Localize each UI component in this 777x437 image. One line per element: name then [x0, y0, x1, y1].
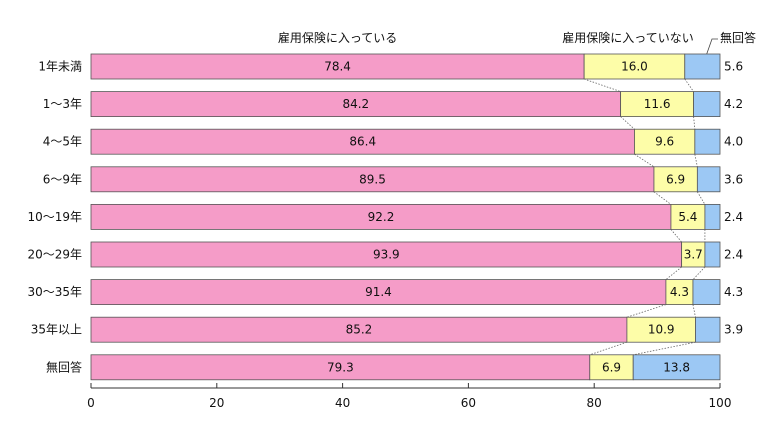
data-label: 5.6	[724, 60, 743, 74]
x-tick-label: 40	[335, 396, 350, 410]
bar-segment	[704, 203, 721, 230]
connector-line	[694, 154, 698, 167]
connector-line	[584, 78, 621, 92]
data-label: 78.4	[324, 60, 351, 74]
x-axis: 0 20 40 60 80 100	[87, 383, 731, 410]
bar-segment	[634, 128, 696, 155]
data-label: 91.4	[365, 285, 392, 299]
legend: 雇用保険に入っている 雇用保険に入っていない 無回答	[278, 30, 756, 57]
bar-segment	[684, 53, 721, 80]
bar-segment	[670, 203, 706, 230]
bar-segment	[90, 316, 628, 343]
connector-line	[697, 191, 706, 205]
bar-segment	[626, 316, 696, 343]
data-label: 3.6	[724, 172, 743, 186]
data-label: 86.4	[349, 135, 376, 149]
connector-line	[633, 341, 696, 356]
data-label: 4.2	[724, 97, 743, 111]
connector-line	[653, 191, 672, 205]
legend-label: 雇用保険に入っていない	[562, 30, 693, 45]
connector-line	[634, 153, 655, 168]
category-label: 1〜3年	[43, 97, 82, 111]
connector-line	[589, 341, 628, 356]
bar-segment	[583, 53, 686, 80]
x-tick-label: 100	[709, 396, 732, 410]
plot-area: 1年未満 78.4 16.0 5.6 1〜3年 84.2 11.6 4.2 4〜5年 86.4 9.…	[27, 53, 743, 381]
data-label: 6.9	[666, 172, 685, 186]
x-tick-label: 60	[461, 396, 476, 410]
data-label: 4.0	[724, 135, 743, 149]
data-label: 79.3	[327, 360, 354, 374]
category-label: 6〜9年	[43, 172, 82, 186]
category-label: 4〜5年	[43, 135, 82, 149]
bar-segment	[695, 316, 721, 343]
bar-segment	[90, 279, 667, 306]
data-label: 3.7	[684, 248, 703, 262]
legend-label: 雇用保険に入っている	[278, 30, 397, 45]
data-label: 85.2	[346, 323, 373, 337]
connector-line	[620, 116, 635, 130]
bar-segment	[90, 203, 672, 230]
connector-line	[670, 229, 682, 243]
category-label: 1年未満	[38, 60, 82, 74]
data-label: 10.9	[648, 323, 675, 337]
bar-segment	[90, 91, 622, 117]
data-label: 3.9	[724, 323, 743, 337]
data-label: 92.2	[368, 210, 395, 224]
category-label: 35年以上	[31, 323, 82, 337]
data-label: 2.4	[724, 248, 743, 262]
legend-leader-line	[705, 38, 718, 57]
bar-segment	[694, 128, 721, 155]
bar-segment	[589, 354, 634, 381]
connector-line	[693, 116, 696, 130]
bar-segment	[90, 128, 635, 155]
bar-segment	[704, 241, 721, 268]
data-label: 4.3	[670, 285, 689, 299]
connector-line	[692, 304, 696, 318]
bar-segment	[665, 279, 694, 306]
bar-segment	[653, 166, 698, 193]
bar-segment	[693, 91, 721, 117]
data-label: 2.4	[724, 210, 743, 224]
connector-line	[626, 304, 667, 318]
category-label: 無回答	[46, 359, 82, 374]
category-label: 10〜19年	[27, 210, 82, 224]
legend-label: 無回答	[720, 30, 756, 45]
x-tick-label: 20	[209, 396, 224, 410]
bar-segment	[696, 166, 721, 193]
data-label: 11.6	[644, 97, 671, 111]
data-label: 4.3	[724, 285, 743, 299]
data-label: 13.8	[663, 360, 690, 374]
data-label: 9.6	[655, 135, 674, 149]
category-label: 20〜29年	[27, 248, 82, 262]
data-label: 6.9	[602, 360, 621, 374]
data-label: 93.9	[373, 248, 400, 262]
data-label: 84.2	[342, 97, 369, 111]
x-tick-label: 0	[87, 396, 95, 410]
data-label: 89.5	[359, 172, 386, 186]
connector-line	[665, 266, 682, 280]
data-label: 16.0	[621, 60, 648, 74]
connector-line	[692, 266, 706, 280]
category-label: 30〜35年	[27, 285, 82, 299]
bar-segment	[90, 354, 591, 381]
bar-segment	[90, 166, 655, 193]
bar-segment	[692, 279, 721, 306]
bar-segment	[632, 354, 721, 381]
connector-line	[684, 78, 694, 92]
x-tick-label: 80	[587, 396, 602, 410]
data-label: 5.4	[678, 210, 697, 224]
bar-segment	[90, 53, 585, 80]
